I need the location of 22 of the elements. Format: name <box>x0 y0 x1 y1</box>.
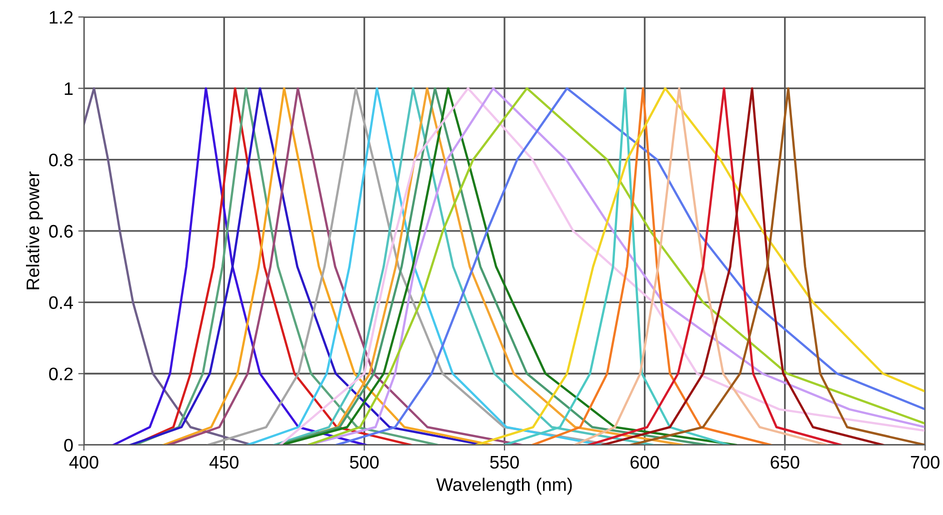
y-tick-label: 0.2 <box>49 368 73 380</box>
y-tick-label: 1.2 <box>50 10 73 24</box>
line-series <box>531 87 772 445</box>
x-tick-label: 400 <box>69 456 98 469</box>
x-tick-label: 650 <box>770 456 800 469</box>
x-tick-label: 600 <box>630 456 660 469</box>
x-tick-label: 700 <box>910 456 940 469</box>
y-tick-label: 0.4 <box>49 296 73 310</box>
line-series <box>112 87 367 445</box>
line-series <box>602 87 884 445</box>
y-axis-title: Relative power <box>26 172 43 290</box>
line-series <box>475 87 926 445</box>
x-axis-title: Wavelength (nm) <box>436 478 572 495</box>
y-tick-label: 0.8 <box>49 154 73 166</box>
y-tick-label: 0 <box>64 438 73 452</box>
line-series <box>84 87 254 445</box>
y-tick-label: 1 <box>64 82 73 95</box>
x-tick-label: 450 <box>209 456 238 469</box>
x-tick-label: 550 <box>490 456 519 469</box>
line-series <box>630 87 926 445</box>
x-tick-label: 500 <box>350 456 379 469</box>
y-tick-label: 0.6 <box>49 224 73 238</box>
